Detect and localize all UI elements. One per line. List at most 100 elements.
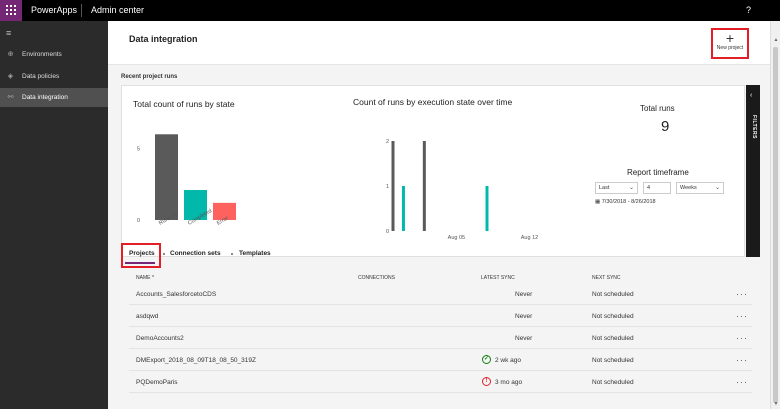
table-row[interactable]: Accounts_SalesforcetoCDS Never Not schedul…: [129, 284, 752, 305]
scrollbar-thumb[interactable]: [773, 47, 778, 403]
project-name[interactable]: DMExport_2018_08_09T18_08_50_319Z: [136, 357, 256, 364]
more-options-icon[interactable]: ···: [736, 311, 748, 321]
table-row[interactable]: DemoAccounts2 Never Not scheduled ···: [129, 328, 752, 349]
tab-separator: [163, 253, 165, 255]
app-launcher-icon[interactable]: [0, 0, 22, 21]
latest-sync-value: Never: [515, 291, 533, 298]
timeframe-range: ▦ 7/30/2018 - 8/26/2018: [595, 199, 656, 205]
active-tab-indicator: [125, 262, 155, 264]
brand-name[interactable]: PowerApps: [31, 5, 78, 15]
project-name[interactable]: PQDemoParis: [136, 379, 178, 386]
next-sync-value: Not scheduled: [592, 313, 634, 320]
page-title: Data integration: [129, 34, 198, 44]
calendar-icon: ▦: [595, 199, 601, 205]
table-row[interactable]: DMExport_2018_08_09T18_08_50_319Z ✓ 2 wk a…: [129, 350, 752, 371]
filters-label: FILTERS: [751, 115, 757, 139]
recent-runs-label: Recent project runs: [121, 74, 178, 80]
sidebar-item-data-integration[interactable]: ⚯ Data integration: [0, 88, 108, 107]
vertical-scrollbar[interactable]: ▲ ▼: [770, 21, 780, 409]
sidebar-item-label: Environments: [22, 51, 62, 58]
sidebar-item-environments[interactable]: ⊕ Environments: [0, 45, 108, 64]
chevron-down-icon: ⌄: [714, 185, 720, 191]
more-options-icon[interactable]: ···: [736, 289, 748, 299]
next-sync-value: Not scheduled: [592, 357, 634, 364]
scroll-up-icon[interactable]: ▲: [773, 37, 779, 43]
latest-sync-value: Never: [515, 313, 533, 320]
timeframe-unit-select[interactable]: Weeks ⌄: [676, 182, 724, 194]
x-tick-label: Error: [216, 215, 230, 226]
tab-connection-sets[interactable]: Connection sets: [170, 250, 221, 257]
column-header-connections[interactable]: CONNECTIONS: [358, 275, 395, 281]
help-icon[interactable]: ?: [745, 5, 751, 15]
bar-completed: [485, 186, 489, 231]
dashboard-card: Total count of runs by state Count of ru…: [121, 85, 745, 257]
next-sync-value: Not scheduled: [592, 335, 634, 342]
scroll-down-icon[interactable]: ▼: [773, 401, 779, 407]
column-header-next-sync[interactable]: NEXT SYNC: [592, 275, 621, 281]
total-runs-title: Total runs: [640, 104, 675, 113]
sidebar-item-label: Data policies: [22, 73, 60, 80]
y-tick-label: 0: [137, 218, 140, 224]
bar-error: [213, 202, 236, 220]
runs-over-time-title: Count of runs by execution state over ti…: [353, 97, 513, 107]
tab-separator: [231, 253, 233, 255]
latest-sync-value: Never: [515, 335, 533, 342]
globe-icon: ⊕: [7, 51, 14, 58]
new-project-button[interactable]: + New project: [711, 28, 749, 59]
y-tick-label: 5: [137, 147, 140, 153]
sidebar-item-data-policies[interactable]: ◈ Data policies: [0, 67, 108, 86]
column-header-latest-sync[interactable]: LATEST SYNC: [481, 275, 515, 281]
sidebar-item-label: Data integration: [22, 94, 68, 101]
table-row[interactable]: PQDemoParis! 3 mo ago Not scheduled ···: [129, 372, 752, 393]
more-options-icon[interactable]: ···: [736, 377, 748, 387]
report-timeframe-title: Report timeframe: [627, 168, 689, 177]
page-header: Data integration + New project: [108, 21, 770, 65]
x-tick-label: Aug 12: [521, 235, 538, 241]
project-name[interactable]: asdqwd: [136, 313, 159, 320]
table-row[interactable]: asdqwd Never Not scheduled ···: [129, 306, 752, 327]
latest-sync-value: 2 wk ago: [495, 357, 522, 364]
next-sync-value: Not scheduled: [592, 379, 634, 386]
tab-templates[interactable]: Templates: [239, 250, 271, 257]
y-tick-label: 2: [386, 139, 389, 145]
error-icon: !: [482, 377, 491, 386]
more-options-icon[interactable]: ···: [736, 355, 748, 365]
sort-ascending-icon: ^: [151, 275, 155, 281]
latest-sync-value: 3 mo ago: [495, 379, 523, 386]
bar-running: [155, 134, 178, 220]
shield-icon: ◈: [7, 73, 14, 80]
tab-projects[interactable]: Projects: [129, 250, 155, 257]
column-header-name[interactable]: NAME ^: [136, 275, 154, 281]
project-name[interactable]: DemoAccounts2: [136, 335, 184, 342]
top-bar: PowerApps Admin center ?: [0, 0, 780, 21]
chevron-left-icon: ‹: [750, 92, 753, 99]
hamburger-menu-icon[interactable]: ≡: [6, 28, 12, 38]
project-name[interactable]: Accounts_SalesforcetoCDS: [136, 291, 217, 298]
timeframe-count-input[interactable]: 4: [643, 182, 671, 194]
runs-by-state-title: Total count of runs by state: [133, 99, 235, 109]
bar-completed: [401, 186, 405, 231]
x-tick-label: Aug 05: [448, 235, 465, 241]
timeframe-mode-value: Last: [599, 185, 610, 191]
projects-tab-highlight: [121, 243, 161, 268]
timeframe-mode-select[interactable]: Last ⌄: [595, 182, 638, 194]
total-runs-value: 9: [661, 118, 670, 135]
success-check-icon: ✓: [482, 355, 491, 364]
y-tick-label: 1: [386, 184, 389, 190]
filters-pane-toggle[interactable]: ‹ FILTERS: [746, 85, 760, 257]
bar-running: [422, 141, 426, 231]
timeframe-range-text: 7/30/2018 - 8/26/2018: [601, 199, 656, 205]
main-content: Data integration + New project Recent pr…: [108, 21, 780, 409]
admin-center-title: Admin center: [91, 5, 145, 15]
sidebar: ≡ ⊕ Environments ◈ Data policies ⚯ Data …: [0, 21, 108, 409]
bar-running: [391, 141, 395, 231]
more-options-icon[interactable]: ···: [736, 333, 748, 343]
y-tick-label: 0: [386, 229, 389, 235]
integration-icon: ⚯: [7, 94, 14, 101]
timeframe-unit-value: Weeks: [680, 185, 697, 191]
chevron-down-icon: ⌄: [628, 185, 634, 191]
next-sync-value: Not scheduled: [592, 291, 634, 298]
timeframe-count-value: 4: [647, 185, 651, 191]
bar-completed: [184, 190, 207, 220]
